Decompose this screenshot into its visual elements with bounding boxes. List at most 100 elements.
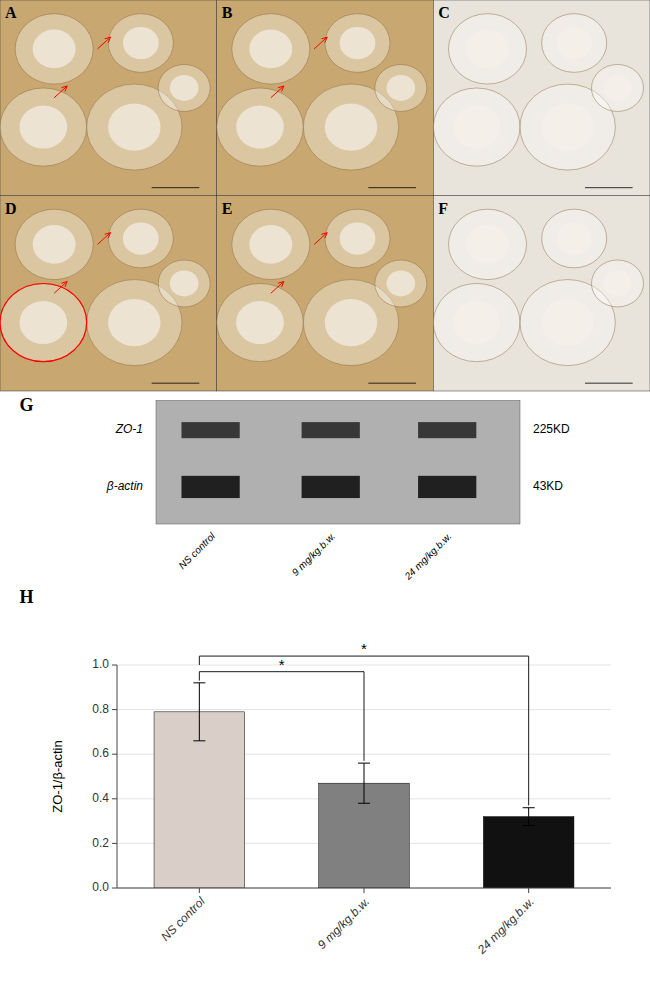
significance-label: * (279, 656, 285, 673)
error-line (199, 683, 200, 741)
tubule-lumen (19, 106, 67, 149)
tubule-lumen (236, 301, 284, 344)
tubule (0, 283, 87, 361)
tubule (158, 260, 210, 307)
tubule (232, 14, 310, 84)
arrow (98, 37, 111, 49)
arrow-head (105, 233, 111, 239)
tubule-lumen (33, 30, 76, 69)
blot-size-label: 225KD (533, 422, 570, 436)
blot-membrane (156, 401, 520, 525)
tubule-lumen (236, 106, 284, 149)
y-tick (112, 798, 117, 799)
tubule (158, 65, 210, 112)
tubule-lumen (387, 271, 416, 297)
blot-panel: GZO-1225KDβ-actin43KDNS control9 mg/kg.b… (20, 395, 571, 582)
figure: ABCDEFGZO-1225KDβ-actin43KDNS control9 m… (0, 0, 650, 989)
significance-bracket (199, 672, 364, 761)
tubule-lumen (249, 30, 292, 69)
panel-label: A (5, 4, 17, 21)
significance-bracket (199, 656, 528, 805)
panel-background (0, 0, 217, 196)
panel-background (433, 0, 650, 196)
x-tick (199, 888, 200, 893)
tubule-lumen (108, 103, 160, 150)
error-cap (523, 807, 535, 808)
arrow (271, 282, 284, 294)
panel-label: B (222, 4, 233, 21)
tubule (542, 209, 607, 268)
arrow (314, 37, 327, 49)
y-tick-label: 1.0 (92, 657, 109, 671)
scale-bar (585, 383, 633, 384)
y-tick-label: 0.2 (92, 836, 109, 850)
arrow (271, 86, 284, 98)
y-axis-label: ZO-1/β-actin (50, 740, 65, 813)
tubule (325, 209, 390, 268)
error-line (364, 763, 365, 803)
tubule (217, 88, 304, 166)
background (0, 0, 650, 989)
tubule-lumen (387, 75, 416, 101)
tubule (217, 283, 304, 361)
x-tick (528, 888, 529, 893)
tubule-lumen (325, 103, 377, 150)
error-cap (358, 763, 370, 764)
scale-bar (368, 383, 416, 384)
tubule-lumen (466, 30, 509, 69)
panel-background (433, 196, 650, 392)
y-tick (112, 665, 117, 666)
tubule-lumen (325, 299, 377, 346)
micrograph-panel: E (217, 196, 434, 392)
tubule (375, 260, 427, 307)
y-tick-label: 0.4 (92, 791, 109, 805)
lane-label: 24 mg/kg.b.w. (402, 530, 454, 582)
error-cap (523, 825, 535, 826)
bar (483, 817, 574, 888)
tubule (592, 65, 644, 112)
error-line (528, 808, 529, 826)
scale-bar (152, 187, 200, 188)
tubule-lumen (170, 75, 199, 101)
tubule-lumen (541, 103, 593, 150)
tubule-lumen (453, 106, 501, 149)
tubule (0, 88, 87, 166)
error-bar (523, 808, 535, 826)
tubule (449, 209, 527, 279)
arrow-head (321, 37, 327, 43)
y-tick-label: 0.0 (92, 880, 109, 894)
micrograph-panel: A (0, 0, 217, 196)
significance-label: * (361, 640, 367, 657)
y-tick (112, 888, 117, 889)
blot-row-label: β-actin (106, 479, 144, 493)
arrow (314, 233, 327, 245)
tubule-lumen (603, 75, 632, 101)
highlight-circle (0, 283, 87, 361)
panel-label: H (20, 587, 34, 607)
tubule-lumen (556, 27, 592, 59)
tubule-lumen (340, 27, 376, 59)
y-tick (112, 709, 117, 710)
x-tick (364, 888, 365, 893)
tubule-lumen (123, 27, 159, 59)
tubule-lumen (33, 225, 76, 264)
arrow (54, 282, 67, 294)
tubule-lumen (123, 222, 159, 254)
tubule (449, 14, 527, 84)
panel-background (0, 196, 217, 392)
tubule (108, 14, 173, 73)
blot-band (181, 422, 239, 438)
tubule-lumen (108, 299, 160, 346)
arrow-head (321, 233, 327, 239)
arrow (98, 233, 111, 245)
micrograph-panel: D (0, 196, 217, 392)
tubule (232, 209, 310, 279)
tubule (433, 88, 520, 166)
panel-background (217, 196, 434, 392)
y-tick (112, 843, 117, 844)
panel-label: F (438, 200, 448, 217)
x-tick-label: 9 mg/kg.b.w. (315, 894, 373, 952)
blot-band (181, 476, 239, 498)
arrow-head (61, 86, 67, 92)
micrograph-panel: C (433, 0, 650, 196)
